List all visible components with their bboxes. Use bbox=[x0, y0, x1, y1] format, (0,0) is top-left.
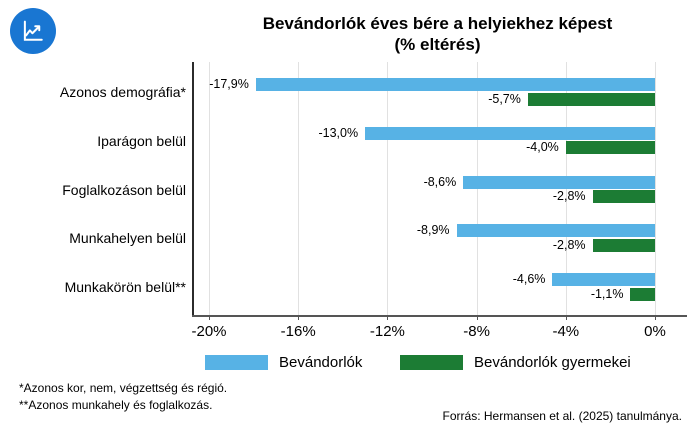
y-axis-line bbox=[192, 62, 194, 315]
x-tick-label: -4% bbox=[552, 323, 580, 340]
chart-title-line1: Bevándorlók éves bére a helyiekhez képes… bbox=[262, 14, 613, 33]
legend-swatch-immigrants bbox=[205, 355, 268, 370]
footnote-2: **Azonos munkahely és foglalkozás. bbox=[19, 398, 213, 412]
x-gridline bbox=[209, 62, 210, 315]
bar-value-label: -4,0% bbox=[526, 140, 559, 155]
chart-title-line2: (% eltérés) bbox=[394, 35, 481, 54]
x-gridline bbox=[476, 62, 478, 315]
bar-children bbox=[630, 287, 655, 301]
bar-children bbox=[527, 92, 655, 106]
bar-immigrants bbox=[552, 273, 655, 286]
x-tick bbox=[565, 315, 567, 320]
line-chart-glyph bbox=[23, 20, 43, 41]
source-note: Forrás: Hermansen et al. (2025) tanulmán… bbox=[442, 409, 682, 423]
x-gridline bbox=[387, 62, 389, 315]
x-tick bbox=[387, 315, 389, 320]
x-axis-line bbox=[192, 315, 687, 317]
x-tick-label: -8% bbox=[463, 323, 490, 340]
x-gridline bbox=[655, 62, 656, 315]
x-tick bbox=[209, 315, 210, 320]
x-tick-label: -12% bbox=[369, 323, 405, 340]
x-tick bbox=[298, 315, 300, 320]
bar-value-label: -13,0% bbox=[318, 125, 359, 140]
category-label: Iparágon belül bbox=[97, 132, 186, 149]
bar-value-label: -2,8% bbox=[552, 189, 586, 203]
bar-immigrants bbox=[255, 78, 655, 91]
category-label: Munkakörön belül** bbox=[64, 279, 186, 295]
category-label: Foglalkozáson belül bbox=[62, 181, 186, 198]
bar-children bbox=[592, 190, 655, 203]
bar-immigrants bbox=[365, 126, 655, 140]
bar-children bbox=[592, 238, 655, 252]
bar-value-label: -8,6% bbox=[423, 174, 457, 189]
bar-value-label: -17,9% bbox=[209, 77, 249, 91]
x-tick-label: -16% bbox=[280, 323, 316, 340]
x-tick-label: -20% bbox=[191, 323, 227, 340]
x-tick bbox=[655, 315, 656, 320]
bar-immigrants bbox=[456, 224, 655, 238]
bar-value-label: -8,9% bbox=[416, 223, 450, 238]
x-tick bbox=[476, 315, 478, 320]
line-chart-icon bbox=[10, 8, 56, 54]
bar-value-label: -2,8% bbox=[552, 237, 586, 252]
bar-immigrants bbox=[463, 175, 655, 189]
x-tick-label: 0% bbox=[644, 323, 666, 340]
category-label: Azonos demográfia* bbox=[59, 84, 186, 100]
chart-title: Bevándorlók éves bére a helyiekhez képes… bbox=[185, 13, 690, 55]
footnote-1: *Azonos kor, nem, végzettség és régió. bbox=[19, 381, 228, 395]
bar-children bbox=[565, 141, 655, 155]
x-gridline bbox=[298, 62, 300, 315]
bar-value-label: -1,1% bbox=[590, 286, 624, 301]
legend-label-children: Bevándorlók gyermekei bbox=[474, 354, 631, 371]
x-gridline bbox=[565, 62, 567, 315]
legend-label-immigrants: Bevándorlók bbox=[279, 354, 363, 371]
bar-value-label: -5,7% bbox=[488, 91, 521, 106]
legend-swatch-children bbox=[400, 355, 463, 370]
category-label: Munkahelyen belül bbox=[69, 230, 186, 247]
bar-value-label: -4,6% bbox=[512, 272, 546, 286]
